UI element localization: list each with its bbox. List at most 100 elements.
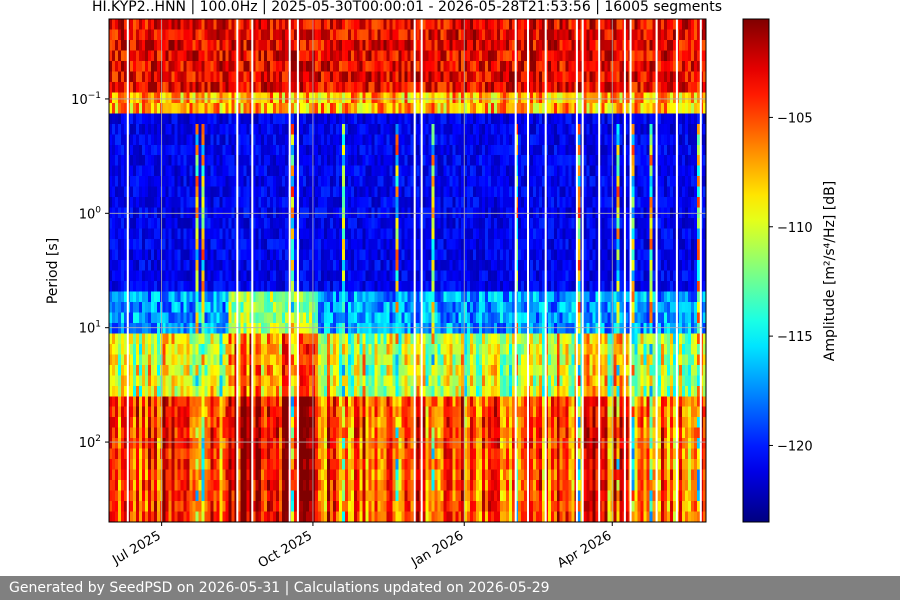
heatmap-cell (329, 249, 334, 261)
heatmap-cell (365, 459, 370, 471)
heatmap-cell (246, 134, 250, 146)
heatmap-cell (309, 448, 313, 460)
heatmap-cell (374, 375, 379, 387)
heatmap-cell (249, 343, 253, 355)
heatmap-cell (317, 249, 322, 261)
heatmap-cell (174, 375, 179, 387)
heatmap-cell (258, 81, 262, 93)
heatmap-cell (186, 480, 191, 492)
heatmap-cell (261, 459, 265, 471)
heatmap-cell (132, 459, 137, 471)
heatmap-cell (225, 123, 229, 135)
heatmap-cell (258, 312, 262, 324)
heatmap-cell (249, 123, 253, 135)
heatmap-cell (395, 438, 400, 450)
heatmap-cell (291, 29, 295, 41)
heatmap-cell (219, 228, 224, 240)
heatmap-cell (186, 165, 191, 177)
heatmap-cell (165, 438, 170, 450)
heatmap-cell (264, 186, 268, 198)
heatmap-cell (231, 239, 235, 251)
heatmap-cell (404, 19, 409, 31)
heatmap-cell (279, 39, 283, 52)
heatmap-cell (380, 92, 385, 104)
heatmap-cell (213, 249, 218, 261)
heatmap-cell (377, 60, 382, 72)
chart-title: HI.KYP2..HNN | 100.0Hz | 2025-05-30T00:0… (92, 0, 722, 15)
heatmap-cell (204, 102, 209, 114)
heatmap-cell (219, 469, 224, 481)
heatmap-cell (132, 280, 137, 293)
heatmap-cell (129, 427, 134, 439)
heatmap-cell (177, 312, 182, 324)
heatmap-cell (377, 501, 382, 513)
heatmap-cell (407, 228, 412, 240)
heatmap-cell (353, 459, 358, 471)
heatmap-cell (225, 81, 229, 93)
heatmap-cell (377, 19, 382, 31)
heatmap-cell (311, 165, 316, 177)
heatmap-cell (177, 354, 182, 366)
heatmap-cell (407, 39, 412, 52)
heatmap-cell (279, 469, 283, 481)
heatmap-cell (356, 501, 361, 513)
heatmap-cell (341, 417, 346, 429)
heatmap-cell (347, 511, 352, 523)
heatmap-cell (407, 29, 412, 41)
heatmap-cell (416, 375, 421, 387)
heatmap-cell (180, 113, 185, 125)
heatmap-cell (231, 280, 235, 293)
heatmap-cell (255, 396, 259, 408)
heatmap-cell (111, 490, 116, 502)
heatmap-cell (368, 396, 373, 408)
heatmap-cell (228, 385, 232, 397)
heatmap-cell (368, 385, 373, 397)
heatmap-cell (294, 469, 298, 481)
heatmap-cell (332, 19, 337, 31)
heatmap-cell (195, 280, 200, 293)
heatmap-cell (216, 322, 221, 334)
heatmap-cell (383, 197, 388, 209)
heatmap-cell (341, 39, 346, 52)
heatmap-cell (216, 396, 221, 408)
heatmap-cell (276, 92, 280, 104)
heatmap-cell (395, 469, 400, 481)
heatmap-cell (162, 343, 167, 355)
heatmap-cell (132, 490, 137, 502)
heatmap-cell (350, 144, 355, 156)
heatmap-cell (138, 71, 143, 83)
heatmap-cell (216, 406, 221, 418)
heatmap-cell (180, 322, 185, 334)
heatmap-cell (320, 197, 325, 209)
heatmap-cell (386, 490, 391, 502)
heatmap-cell (377, 144, 382, 156)
heatmap-cell (177, 396, 182, 408)
heatmap-cell (162, 280, 167, 293)
heatmap-cell (404, 186, 409, 198)
heatmap-cell (279, 448, 283, 460)
heatmap-cell (210, 417, 215, 429)
heatmap-cell (141, 218, 146, 230)
heatmap-cell (228, 134, 232, 146)
heatmap-cell (377, 480, 382, 492)
heatmap-cell (273, 228, 277, 240)
heatmap-cell (350, 511, 355, 523)
heatmap-cell (362, 60, 367, 72)
heatmap-cell (282, 501, 286, 513)
heatmap-cell (353, 113, 358, 125)
heatmap-cell (138, 81, 143, 93)
heatmap-cell (123, 260, 128, 272)
heatmap-cell (213, 301, 218, 314)
heatmap-cell (309, 364, 313, 376)
heatmap-cell (192, 364, 197, 376)
heatmap-cell (219, 448, 224, 460)
heatmap-cell (416, 270, 421, 282)
heatmap-cell (243, 218, 247, 230)
heatmap-cell (171, 102, 176, 114)
heatmap-cell (171, 312, 176, 324)
heatmap-cell (210, 197, 215, 209)
heatmap-cell (416, 92, 421, 104)
heatmap-cell (123, 448, 128, 460)
heatmap-cell (183, 92, 188, 104)
heatmap-cell (252, 239, 256, 251)
